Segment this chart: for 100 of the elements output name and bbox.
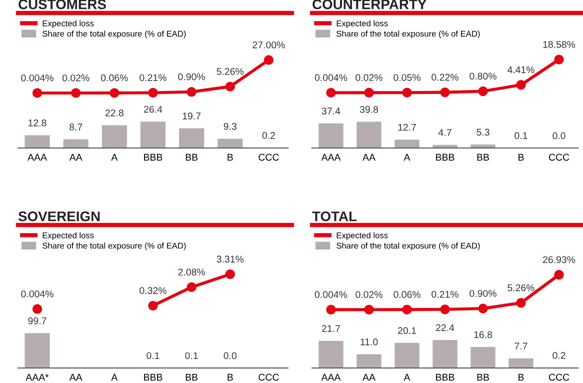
chart-title: TOTAL bbox=[312, 211, 357, 222]
x-tick-label: BBB bbox=[144, 374, 162, 381]
x-tick-label: B bbox=[228, 154, 233, 161]
legend-label: Expected loss bbox=[42, 232, 94, 240]
data-label: 0.0 bbox=[224, 352, 237, 360]
x-tick-label: BB bbox=[477, 154, 489, 161]
data-label: 0.06% bbox=[394, 291, 420, 298]
data-label: 0.1 bbox=[185, 352, 198, 360]
data-label: 8.7 bbox=[70, 124, 82, 130]
point bbox=[364, 88, 374, 98]
data-label: 0.004% bbox=[314, 74, 348, 82]
data-label: 12.8 bbox=[28, 119, 46, 126]
data-label: 0.1 bbox=[146, 352, 160, 360]
data-label: 0.004% bbox=[21, 290, 54, 298]
data-label: 18.58% bbox=[543, 41, 576, 48]
x-tick-label: A bbox=[111, 374, 118, 381]
legend-label: Share of the total exposure (% of EAD) bbox=[42, 242, 186, 250]
point bbox=[110, 88, 120, 98]
bar bbox=[179, 128, 204, 148]
data-label: 0.02% bbox=[62, 74, 90, 82]
point bbox=[478, 304, 488, 314]
data-label: 99.7 bbox=[28, 317, 46, 324]
data-label: 22.4 bbox=[436, 324, 454, 332]
bar bbox=[102, 125, 127, 148]
data-label: 0.02% bbox=[356, 74, 382, 82]
point bbox=[326, 88, 336, 98]
data-label: 0.90% bbox=[470, 290, 496, 297]
data-label: 5.26% bbox=[508, 284, 534, 292]
bar bbox=[140, 122, 166, 148]
data-label: 26.93% bbox=[543, 256, 576, 264]
bar bbox=[394, 342, 420, 368]
x-tick-label: BBB bbox=[436, 154, 454, 161]
x-tick-label: BB bbox=[186, 154, 198, 161]
x-tick-label: CCC bbox=[548, 374, 570, 381]
point bbox=[186, 282, 196, 292]
data-label: 5.26% bbox=[216, 68, 244, 75]
point bbox=[264, 55, 274, 65]
x-tick-label: AA bbox=[69, 154, 82, 161]
x-tick-label: BBB bbox=[144, 154, 162, 161]
data-label: 21.7 bbox=[322, 325, 340, 332]
data-label: 0.1 bbox=[514, 132, 528, 140]
data-label: 0.21% bbox=[140, 74, 166, 82]
data-label: 26.4 bbox=[144, 106, 162, 113]
data-label: 2.08% bbox=[178, 268, 206, 276]
point bbox=[516, 80, 526, 90]
x-tick-label: A bbox=[404, 154, 410, 161]
bar bbox=[318, 123, 344, 148]
data-label: 0.2 bbox=[262, 132, 275, 139]
data-label: 0.06% bbox=[101, 74, 128, 82]
x-tick-label: BB bbox=[477, 374, 489, 381]
bar bbox=[318, 340, 344, 368]
data-label: 0.02% bbox=[356, 291, 382, 298]
legend-label: Expected loss bbox=[42, 20, 94, 28]
data-label: 0.80% bbox=[470, 72, 496, 80]
x-tick-label: CCC bbox=[258, 374, 279, 381]
bar bbox=[470, 347, 496, 368]
data-label: 11.0 bbox=[360, 338, 378, 346]
point bbox=[326, 304, 336, 315]
x-tick-label: B bbox=[228, 374, 233, 381]
x-tick-label: B bbox=[518, 154, 524, 161]
point bbox=[440, 87, 450, 98]
point bbox=[70, 88, 81, 98]
x-tick-label: AA bbox=[362, 374, 376, 381]
point bbox=[32, 304, 42, 314]
legend-label: Expected loss bbox=[336, 20, 388, 28]
data-label: 22.8 bbox=[105, 109, 124, 116]
data-label: 20.1 bbox=[398, 327, 416, 334]
legend-label: Expected loss bbox=[336, 232, 388, 240]
data-label: 0.05% bbox=[394, 74, 420, 81]
bar bbox=[356, 354, 382, 368]
point bbox=[148, 300, 158, 311]
x-tick-label: AAA bbox=[321, 154, 341, 161]
data-label: 9.3 bbox=[224, 122, 236, 130]
point bbox=[186, 87, 196, 97]
data-label: 0.0 bbox=[552, 132, 566, 140]
legend-label: Share of the total exposure (% of EAD) bbox=[336, 30, 480, 38]
data-label: 7.7 bbox=[514, 342, 528, 350]
data-label: 19.7 bbox=[182, 112, 201, 120]
point bbox=[402, 304, 412, 314]
data-label: 0.90% bbox=[178, 73, 206, 80]
legend-label: Share of the total exposure (% of EAD) bbox=[336, 242, 480, 250]
data-label: 0.004% bbox=[314, 291, 348, 298]
data-label: 39.8 bbox=[360, 106, 378, 113]
bar bbox=[63, 139, 88, 148]
bar bbox=[356, 122, 382, 148]
data-label: 37.4 bbox=[322, 108, 340, 114]
point bbox=[225, 82, 236, 92]
x-tick-label: AA bbox=[69, 374, 82, 381]
point bbox=[225, 269, 236, 280]
point bbox=[478, 86, 488, 96]
x-tick-label: AAA* bbox=[26, 374, 49, 381]
data-label: 0.2 bbox=[552, 352, 566, 359]
point bbox=[516, 298, 526, 308]
point bbox=[364, 304, 374, 314]
x-tick-label: A bbox=[111, 154, 118, 161]
chart-title: SOVEREIGN bbox=[18, 211, 100, 222]
x-tick-label: AAA bbox=[321, 374, 341, 381]
point bbox=[440, 304, 450, 314]
point bbox=[148, 88, 158, 98]
x-tick-label: CCC bbox=[258, 154, 279, 161]
